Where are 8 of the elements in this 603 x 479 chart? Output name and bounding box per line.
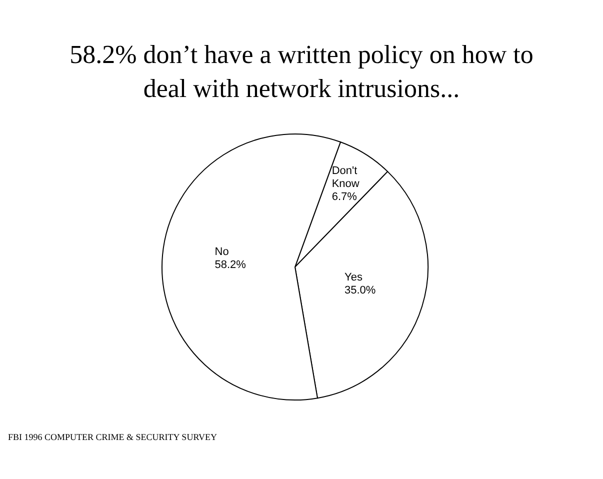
text: FBI 1996 COMPUTER CRIME & SECURITY SURVEY — [8, 432, 217, 442]
data-label: 35.0% — [344, 284, 376, 297]
slice-label: Don't Know — [332, 164, 360, 190]
chart-title: 58.2% don’t have a written policy on how to deal with network intrusions... — [68, 39, 534, 105]
data-label: 58.2% — [214, 259, 246, 272]
slice-label: Yes — [344, 272, 363, 284]
data-label: 6.7% — [332, 190, 358, 203]
slice-label: No — [214, 246, 229, 258]
